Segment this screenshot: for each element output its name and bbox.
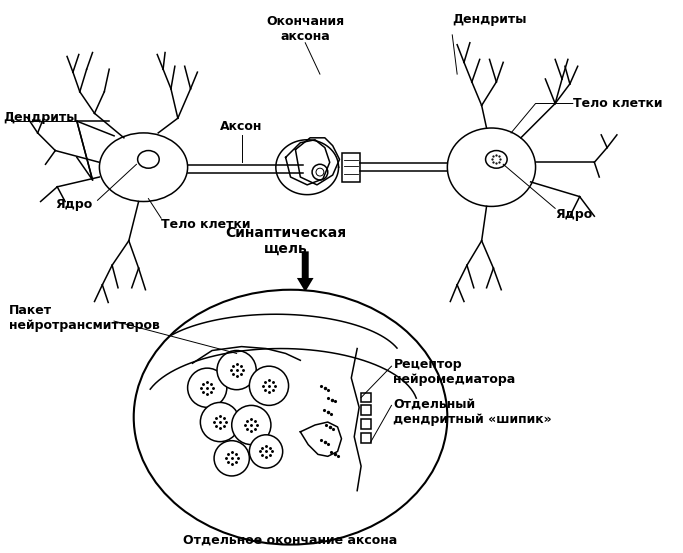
Text: Окончания
аксона: Окончания аксона xyxy=(266,15,344,43)
Ellipse shape xyxy=(232,405,271,445)
Text: Дендриты: Дендриты xyxy=(3,111,78,124)
Ellipse shape xyxy=(188,368,227,408)
Ellipse shape xyxy=(138,150,159,168)
Ellipse shape xyxy=(134,290,447,545)
Text: Отдельное окончание аксона: Отдельное окончание аксона xyxy=(184,534,398,546)
Bar xyxy=(342,153,360,182)
Text: Синаптическая
щель: Синаптическая щель xyxy=(225,226,346,256)
FancyArrowPatch shape xyxy=(297,252,313,292)
Text: Ядро: Ядро xyxy=(555,208,592,221)
Text: Аксон: Аксон xyxy=(221,120,263,133)
Circle shape xyxy=(312,164,328,180)
Text: Отдельный
дендритный «шипик»: Отдельный дендритный «шипик» xyxy=(393,398,552,426)
Bar xyxy=(361,393,371,403)
Bar xyxy=(361,419,371,429)
Text: Тело клетки: Тело клетки xyxy=(161,218,251,231)
Bar xyxy=(361,433,371,442)
Bar xyxy=(361,405,371,415)
Text: Ядро: Ядро xyxy=(55,164,137,211)
Ellipse shape xyxy=(100,133,188,201)
Ellipse shape xyxy=(249,435,283,468)
Text: Пакет
нейротрансмиттеров: Пакет нейротрансмиттеров xyxy=(10,305,160,332)
Ellipse shape xyxy=(447,128,535,206)
Text: Дендриты: Дендриты xyxy=(452,13,527,27)
Ellipse shape xyxy=(217,351,256,390)
Ellipse shape xyxy=(249,366,288,405)
Ellipse shape xyxy=(214,441,249,476)
Ellipse shape xyxy=(486,150,507,168)
Ellipse shape xyxy=(200,403,240,442)
Text: Тело клетки: Тело клетки xyxy=(573,97,663,110)
Text: Рецептор
нейромедиатора: Рецептор нейромедиатора xyxy=(393,358,516,387)
